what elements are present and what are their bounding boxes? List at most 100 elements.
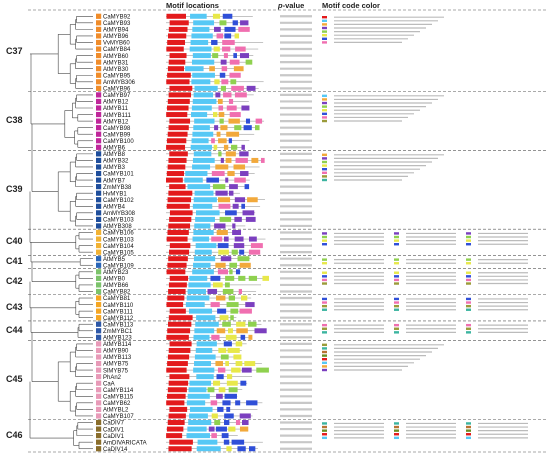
motif-block	[218, 151, 222, 157]
motif-block	[215, 92, 221, 98]
motif-block	[228, 118, 240, 124]
motif-legend-swatch	[466, 262, 471, 265]
motif-block	[214, 125, 219, 131]
p-value-header-suffix: -value	[282, 1, 305, 10]
motif-block	[184, 177, 203, 183]
motif-block	[234, 125, 242, 131]
motif-legend-swatch	[322, 119, 327, 123]
motif-block	[239, 413, 251, 419]
motif-block	[167, 197, 192, 203]
motif-block	[213, 46, 220, 52]
motif-block	[228, 387, 238, 393]
gene-label: AtMYB6	[103, 146, 126, 152]
p-value-header: p-value	[278, 1, 304, 10]
motif-block	[229, 72, 241, 78]
motif-block	[167, 354, 190, 360]
motif-block	[193, 230, 214, 235]
motif-legend-swatch	[322, 368, 327, 372]
motif-legend-swatch	[394, 436, 399, 440]
motif-block	[193, 256, 216, 262]
gene-color-marker	[96, 92, 102, 98]
motif-block	[239, 426, 249, 432]
motif-block	[227, 171, 235, 177]
motif-block	[168, 33, 187, 39]
motif-block	[217, 406, 224, 412]
motif-block	[185, 66, 204, 72]
motif-block	[211, 39, 218, 45]
motif-block	[226, 406, 231, 412]
motif-block	[169, 249, 190, 255]
gene-color-marker	[96, 138, 102, 144]
motif-block	[234, 197, 246, 203]
motif-block	[192, 131, 214, 137]
motif-block	[168, 157, 187, 163]
gene-color-marker	[96, 52, 102, 59]
motif-block	[235, 400, 241, 406]
gene-label: CaMYB114	[103, 388, 134, 394]
gene-color-marker	[96, 144, 102, 150]
motif-block	[168, 256, 188, 262]
gene-color-marker	[96, 354, 102, 360]
motif-block	[169, 20, 189, 26]
motif-block	[215, 164, 229, 170]
motif-block	[225, 361, 229, 367]
gene-color-marker	[96, 301, 102, 308]
gene-label: AtMYB96	[103, 34, 129, 40]
motif-legend-swatch	[394, 232, 399, 235]
gene-label: AtMYB4	[103, 204, 126, 210]
motif-block	[168, 59, 186, 65]
motif-block	[192, 98, 217, 104]
motif-locations-header: Motif locations	[166, 1, 219, 10]
gene-color-marker	[96, 295, 102, 301]
clade-label: C38	[6, 115, 23, 126]
motif-block	[248, 249, 261, 255]
motif-block	[241, 105, 250, 111]
motif-legend-swatch	[322, 347, 327, 350]
motif-legend-swatch	[394, 327, 399, 330]
motif-legend-swatch	[322, 275, 327, 278]
gene-color-marker	[96, 26, 102, 32]
motif-block	[193, 151, 212, 157]
motif-block	[232, 223, 236, 229]
motif-block	[229, 184, 238, 190]
motif-block	[196, 315, 216, 321]
gene-label: ZmMYBC1	[103, 329, 133, 335]
gene-color-marker	[96, 308, 102, 314]
motif-block	[192, 164, 211, 170]
motif-legend-swatch	[322, 232, 327, 235]
motif-legend-swatch	[322, 304, 327, 308]
motif-block	[189, 46, 212, 52]
motif-block	[217, 243, 229, 249]
motif-block	[168, 446, 192, 452]
motif-legend-swatch	[466, 275, 471, 278]
motif-block	[186, 400, 206, 406]
motif-legend-swatch	[322, 109, 327, 112]
motif-block	[192, 72, 215, 78]
motif-block	[207, 288, 218, 294]
motif-block	[186, 433, 210, 439]
motif-legend-swatch	[322, 358, 327, 361]
motif-legend-swatch	[322, 34, 327, 37]
gene-color-marker	[96, 269, 102, 275]
gene-label: CaMYB111	[103, 309, 133, 315]
motif-block	[167, 131, 188, 137]
motif-block	[215, 262, 226, 268]
gene-color-marker	[96, 210, 102, 216]
motif-block	[235, 157, 248, 163]
motif-block	[244, 184, 250, 190]
motif-legend-swatch	[394, 282, 399, 285]
gene-color-marker	[96, 72, 102, 78]
motif-legend-swatch	[322, 327, 327, 330]
motif-block	[190, 144, 212, 150]
motif-block	[232, 230, 242, 235]
motif-block	[167, 393, 186, 399]
motif-legend-swatch	[466, 323, 471, 327]
motif-legend-swatch	[322, 365, 327, 368]
motif-block	[248, 321, 257, 327]
motif-block	[191, 105, 212, 111]
motif-legend-swatch	[322, 164, 327, 167]
motif-block	[190, 13, 207, 19]
motif-block	[219, 20, 227, 26]
clade-label: C37	[6, 46, 23, 57]
motif-block	[220, 85, 226, 91]
